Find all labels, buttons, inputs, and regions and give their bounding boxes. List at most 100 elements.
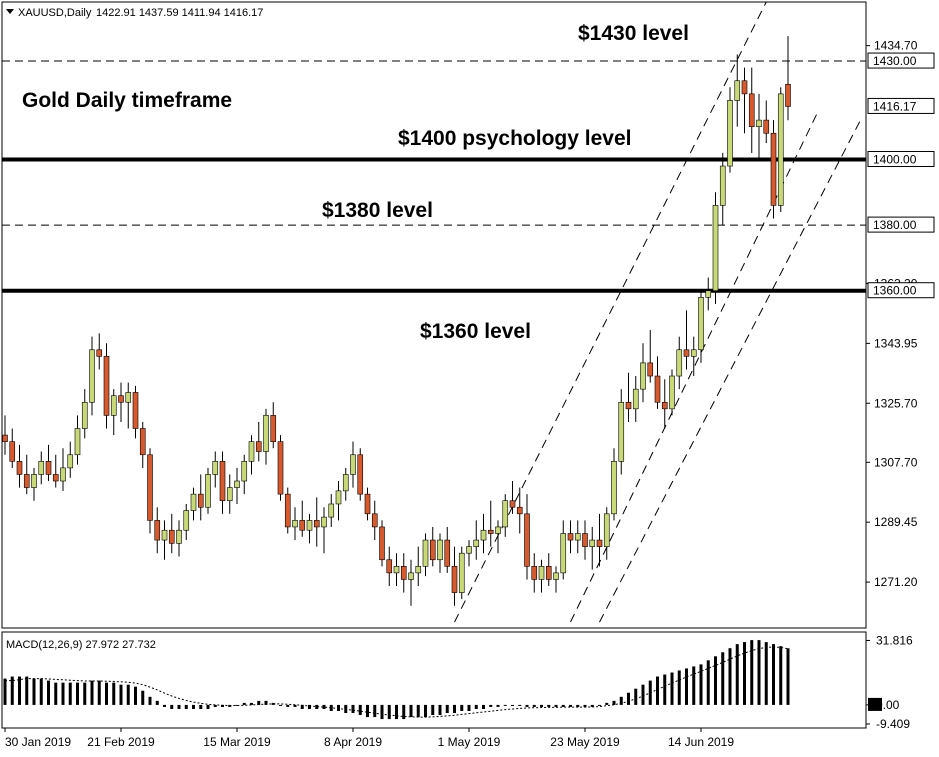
candle: [509, 481, 516, 514]
candle: [763, 100, 770, 144]
triangle-down-icon[interactable]: [6, 9, 14, 14]
time-tick-label: 23 May 2019: [550, 735, 620, 749]
candle-body: [574, 533, 581, 541]
macd-bar: [467, 704, 471, 711]
macd-bar: [489, 704, 493, 707]
annotation-1430: $1430 level: [578, 22, 689, 45]
macd-bar: [155, 700, 159, 705]
candle-body: [321, 516, 327, 528]
macd-bar: [612, 700, 616, 705]
candle: [705, 277, 712, 311]
time-tick-label: 30 Jan 2019: [5, 735, 71, 749]
candle-body: [89, 349, 95, 403]
candle-body: [292, 520, 298, 528]
header-ohlc: 1422.91 1437.59 1411.94 1416.17: [96, 7, 263, 19]
macd-bar: [692, 666, 696, 705]
candle-body: [458, 552, 465, 593]
macd-bar: [257, 700, 261, 705]
candle: [415, 546, 422, 587]
candle-body: [277, 441, 284, 495]
candle-body: [712, 205, 719, 292]
candle-body: [531, 566, 538, 580]
candle-body: [400, 566, 407, 580]
macd-bar: [590, 704, 594, 707]
macd-bar: [54, 682, 58, 705]
candle: [495, 520, 501, 554]
candle: [727, 87, 733, 173]
candle: [60, 448, 66, 491]
macd-bar: [569, 704, 572, 707]
candle-body: [553, 572, 559, 580]
candle-body: [727, 100, 733, 167]
candle-body: [495, 526, 501, 534]
candle-body: [466, 546, 472, 554]
price-tick-label: 1289.45: [874, 515, 918, 529]
candle: [234, 467, 240, 504]
candle: [734, 54, 741, 127]
candle: [45, 444, 52, 482]
macd-bar: [409, 704, 413, 718]
candle: [632, 376, 639, 422]
candle-body: [502, 500, 509, 528]
candle: [299, 500, 306, 537]
candles-layer: [2, 36, 791, 606]
candle-body: [190, 493, 197, 511]
macd-bar: [351, 704, 355, 714]
annotation-1380: $1380 level: [322, 199, 433, 222]
macd-bar: [532, 704, 536, 707]
candle: [284, 487, 291, 534]
candle-body: [31, 474, 37, 488]
candle-body: [219, 461, 226, 502]
macd-bar: [18, 676, 21, 705]
candle-body: [52, 474, 59, 482]
macd-bar: [308, 704, 311, 709]
macd-bar: [677, 670, 681, 705]
candle-body: [640, 362, 646, 390]
macd-bar: [387, 704, 391, 720]
candle-body: [618, 401, 625, 462]
candle-body: [183, 510, 190, 531]
candle-body: [625, 401, 632, 410]
candle: [125, 382, 132, 429]
candle: [611, 448, 617, 521]
candle-body: [2, 434, 8, 442]
annotation-title: Gold Daily timeframe: [22, 89, 232, 112]
macd-bar: [32, 678, 36, 705]
price-tick-label: 1271.20: [874, 575, 918, 589]
candle: [451, 546, 458, 606]
candle: [458, 546, 465, 600]
candle: [393, 553, 400, 587]
candle-body: [763, 119, 770, 134]
candle: [683, 310, 690, 370]
price-level-box-label: 1430.00: [873, 54, 917, 68]
candle: [661, 379, 668, 429]
macd-bar: [300, 704, 304, 709]
candle-body: [473, 539, 480, 547]
candle: [212, 451, 219, 488]
price-frame: [1, 1, 867, 729]
candle-body: [110, 395, 117, 416]
macd-bar: [576, 704, 580, 707]
candle-body: [545, 566, 552, 580]
macd-bar: [438, 704, 442, 716]
candle-body: [422, 539, 429, 567]
candle-body: [393, 566, 400, 574]
macd-bar: [460, 704, 464, 711]
candle: [429, 526, 436, 567]
candle: [313, 497, 320, 547]
candle: [408, 559, 414, 606]
candle-body: [263, 415, 269, 452]
macd-value-marker: [868, 697, 882, 711]
candle-body: [647, 362, 654, 377]
candle-body: [509, 500, 516, 508]
macd-bar: [656, 676, 659, 705]
macd-bar: [68, 682, 72, 705]
candle: [23, 454, 30, 495]
candle: [197, 474, 204, 521]
candle-body: [212, 461, 219, 475]
candle: [81, 389, 88, 439]
time-tick-label: 21 Feb 2019: [87, 735, 155, 749]
macd-pane-border: [1, 631, 867, 729]
candle: [437, 533, 443, 573]
price-tick-label: 1307.70: [874, 455, 918, 469]
